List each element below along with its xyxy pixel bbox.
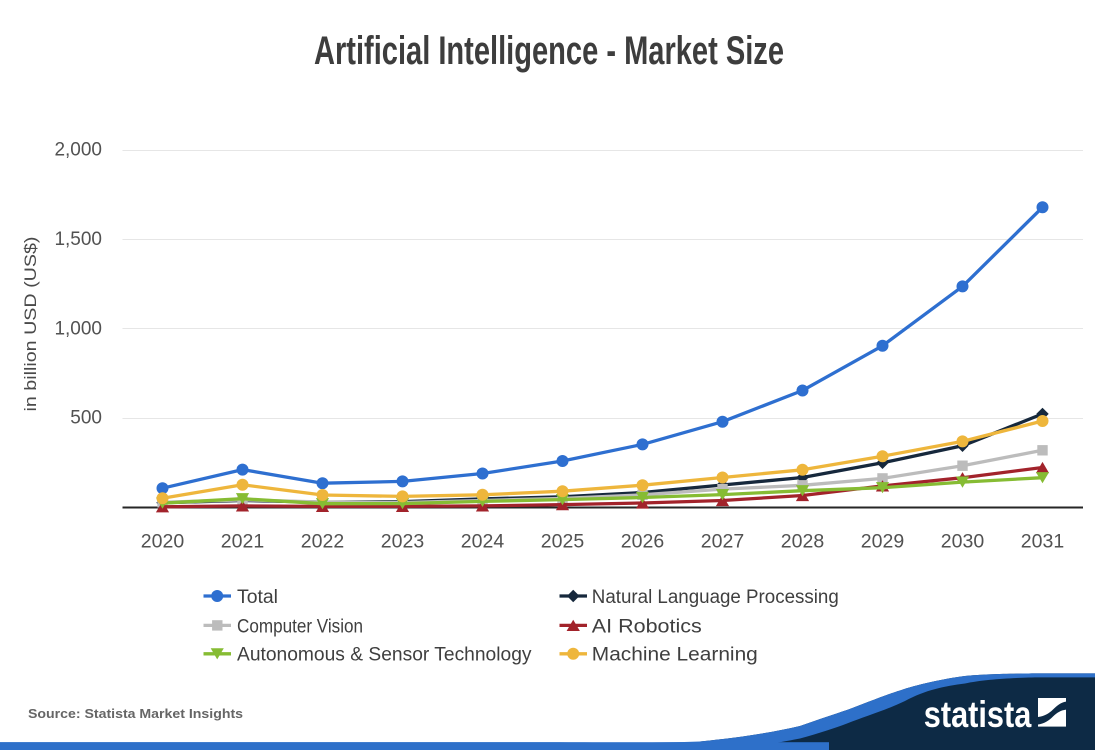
svg-text:2020: 2020 [141, 531, 185, 553]
svg-text:Artificial Intelligence - Mark: Artificial Intelligence - Market Size [314, 29, 784, 73]
svg-text:1,500: 1,500 [54, 229, 102, 250]
svg-text:2026: 2026 [621, 531, 664, 553]
svg-text:2031: 2031 [1021, 531, 1064, 553]
svg-text:2027: 2027 [701, 531, 744, 553]
svg-text:2029: 2029 [861, 531, 904, 553]
svg-text:2023: 2023 [381, 531, 424, 553]
svg-text:statista: statista [924, 694, 1032, 735]
svg-text:Total: Total [237, 587, 278, 608]
svg-text:Machine Learning: Machine Learning [592, 645, 758, 666]
svg-text:2025: 2025 [541, 531, 585, 553]
svg-text:Natural Language Processing: Natural Language Processing [592, 587, 839, 608]
svg-text:Source: Statista Market Insigh: Source: Statista Market Insights [28, 706, 243, 721]
svg-text:2024: 2024 [461, 531, 505, 553]
svg-text:500: 500 [70, 408, 102, 429]
svg-text:Autonomous & Sensor Technology: Autonomous & Sensor Technology [237, 645, 532, 666]
svg-text:2,000: 2,000 [54, 140, 102, 161]
svg-text:2021: 2021 [221, 531, 264, 553]
svg-text:2028: 2028 [781, 531, 824, 553]
svg-text:Computer Vision: Computer Vision [237, 616, 363, 637]
svg-text:AI Robotics: AI Robotics [592, 616, 702, 637]
svg-text:2030: 2030 [941, 531, 985, 553]
svg-text:2022: 2022 [301, 531, 344, 553]
svg-text:1,000: 1,000 [54, 318, 102, 339]
svg-text:in billion USD (US$): in billion USD (US$) [21, 237, 40, 412]
